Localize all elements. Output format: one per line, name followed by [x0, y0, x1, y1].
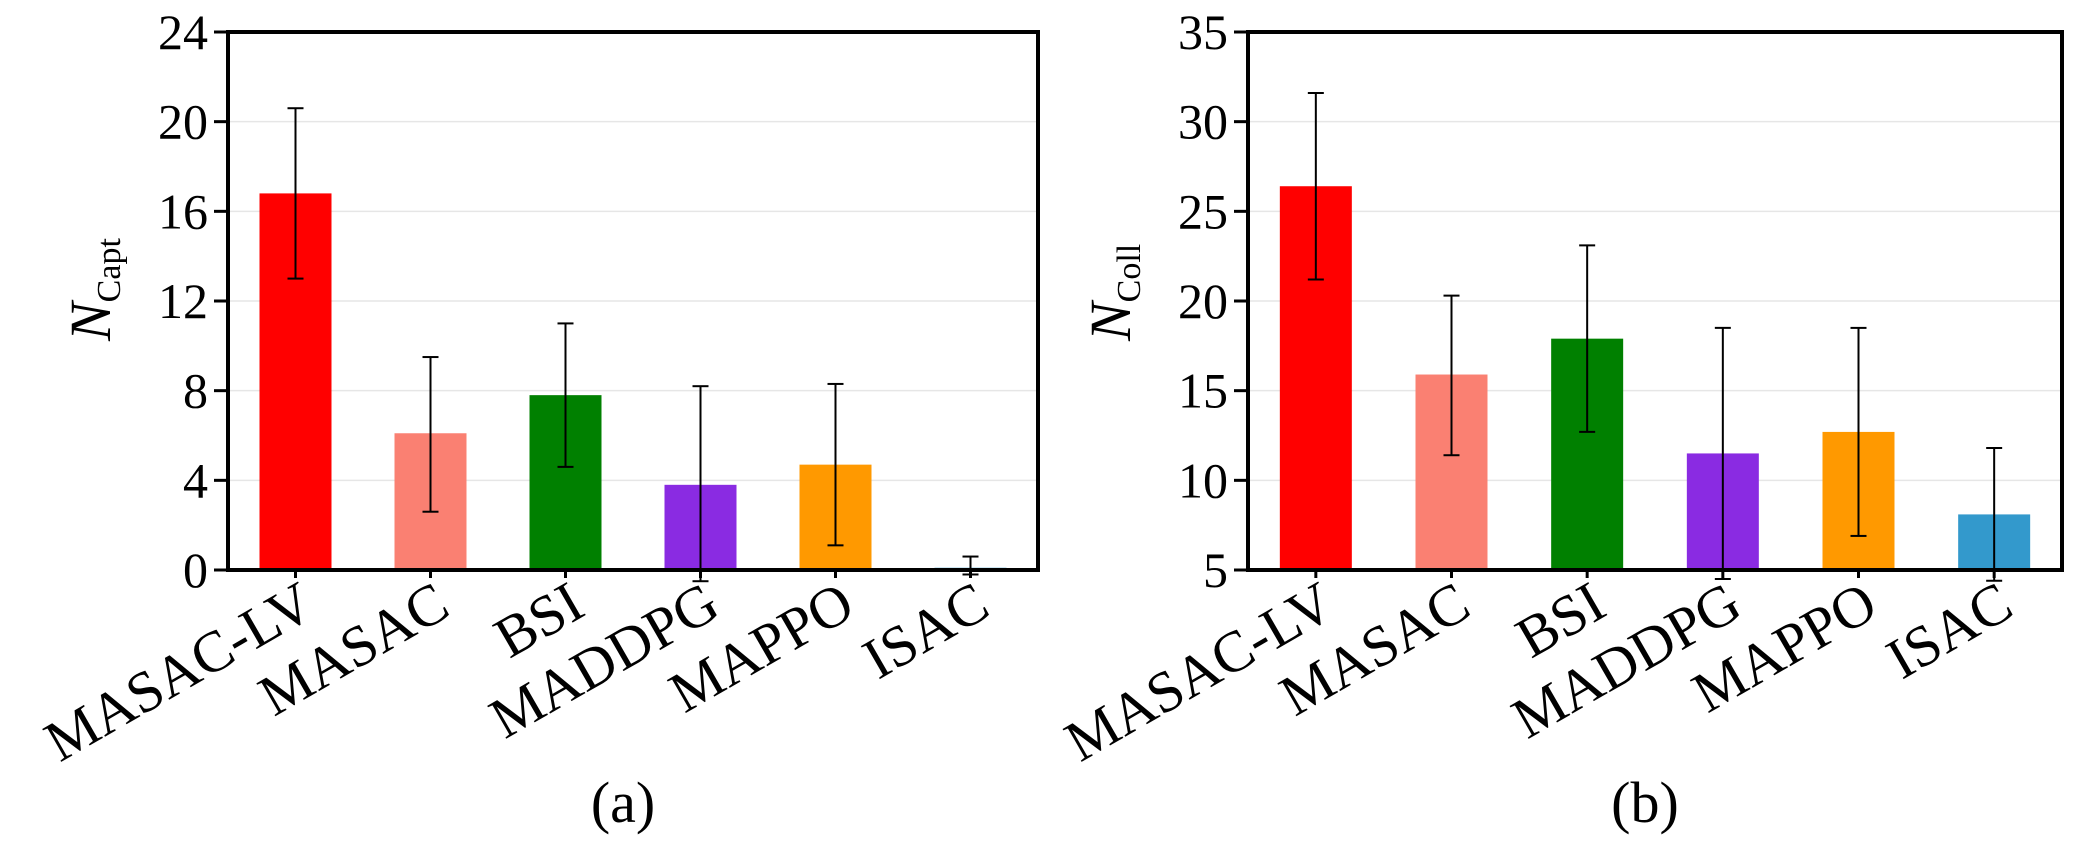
y-tick-label: 4	[183, 452, 208, 508]
y-tick-label: 12	[158, 273, 208, 329]
y-tick-label: 5	[1203, 542, 1228, 598]
error-bar-mappo	[827, 382, 844, 547]
y-tick-label: 8	[183, 363, 208, 419]
y-tick-label: 20	[158, 94, 208, 150]
y-tick-label: 10	[1178, 452, 1228, 508]
error-bar-masac	[1443, 294, 1460, 457]
y-axis-label: NCapt	[58, 238, 128, 342]
y-tick-label: 16	[158, 183, 208, 239]
y-axis-label: NColl	[1078, 244, 1148, 342]
panel-label-a: (a)	[591, 770, 655, 835]
error-bar-mappo	[1850, 326, 1867, 537]
error-bar-masac	[422, 356, 439, 513]
y-tick-label: 24	[158, 4, 208, 60]
y-tick-label: 35	[1178, 4, 1228, 60]
error-bar-bsi	[1579, 244, 1596, 433]
y-tick-label: 25	[1178, 183, 1228, 239]
error-bar-maddpg	[692, 385, 709, 583]
y-tick-label: 20	[1178, 273, 1228, 329]
error-bar-maddpg	[1714, 326, 1731, 580]
y-tick-label: 30	[1178, 94, 1228, 150]
error-bar-isac	[1986, 447, 2003, 582]
x-tick-label-isac: ISAC	[852, 569, 999, 691]
error-bar-masac-lv	[1307, 91, 1324, 281]
y-tick-label: 0	[183, 542, 208, 598]
y-tick-label: 15	[1178, 363, 1228, 419]
panel-label-b: (b)	[1611, 770, 1679, 835]
error-bar-bsi	[557, 322, 574, 468]
error-bar-masac-lv	[287, 107, 304, 280]
x-tick-label-isac: ISAC	[1876, 569, 2023, 691]
